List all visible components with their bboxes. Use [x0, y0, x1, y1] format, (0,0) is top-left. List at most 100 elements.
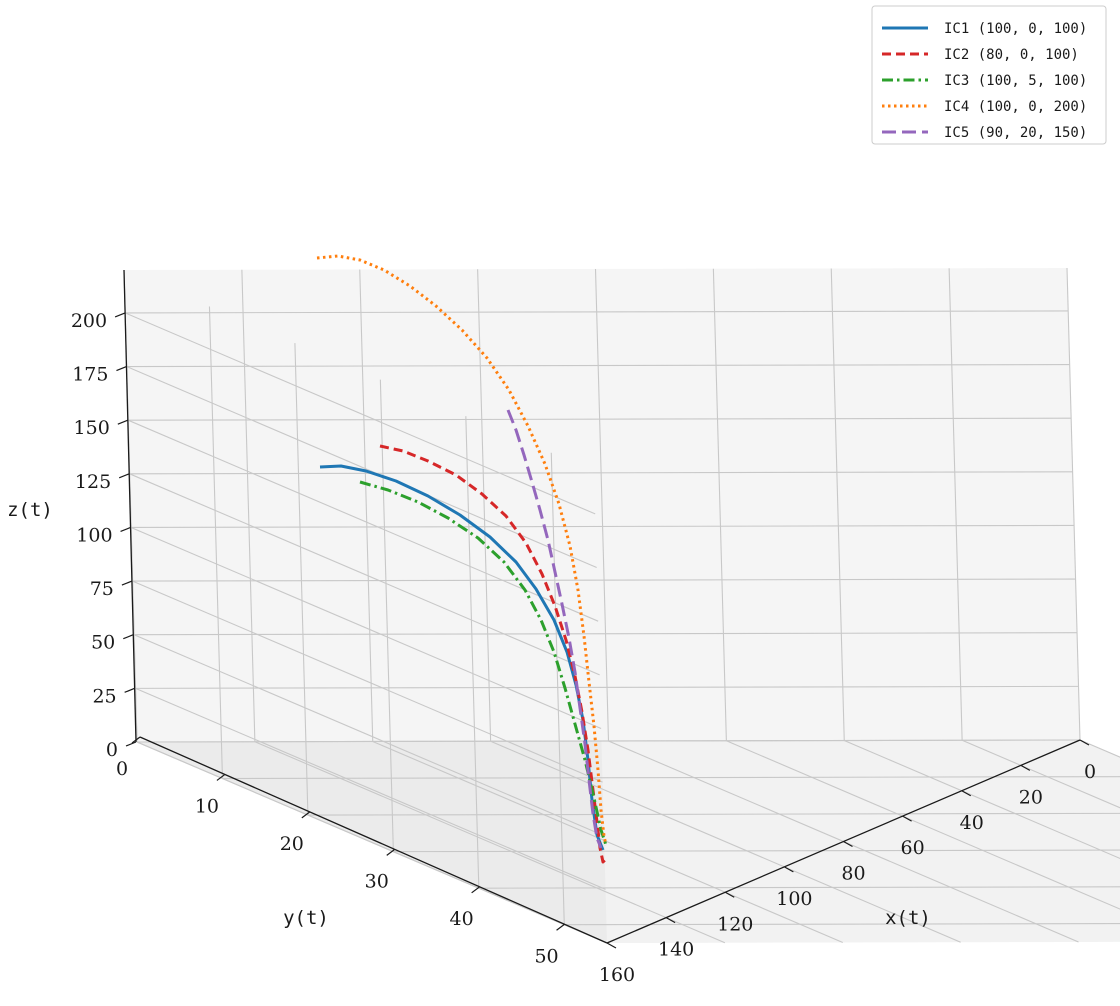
grid-line-x-floor	[490, 740, 961, 943]
x-tick-mark	[1079, 739, 1090, 746]
grid-line-z-ywall	[134, 632, 1078, 636]
z-tick-label: 125	[75, 471, 111, 493]
grid-line-y-floor	[478, 886, 1120, 889]
grid-line-x-floor	[372, 740, 843, 944]
grid-line-z-ywall	[126, 363, 1070, 368]
y-axis-line	[139, 736, 608, 944]
y-tick-label: 0	[116, 758, 128, 780]
y-tick-label: 10	[195, 795, 219, 817]
y-tick-mark	[216, 773, 226, 781]
grid-line-y-floor	[393, 849, 1120, 853]
x-tick-label: 40	[960, 812, 984, 834]
grid-line-z-xwall	[136, 741, 608, 944]
legend-label-ic4: IC4 (100, 0, 200)	[944, 99, 1087, 115]
grid-line-z-xwall	[135, 687, 606, 890]
grid-line-y-wall	[208, 306, 224, 779]
x-tick-label: 0	[1084, 761, 1096, 783]
x-axis-label: x(t)	[885, 907, 931, 929]
x-tick-label: 60	[901, 837, 925, 859]
z-tick-label: 175	[72, 364, 108, 386]
grid-line-z-ywall	[129, 471, 1073, 475]
z-tick-mark	[121, 580, 133, 586]
legend-label-ic5: IC5 (90, 20, 150)	[944, 125, 1087, 141]
grid-line-x-floor	[961, 739, 1120, 809]
grid-line-y-wall	[379, 379, 394, 852]
grid-line-z-ywall	[131, 524, 1075, 529]
z-tick-mark	[116, 365, 127, 372]
grid-line-x-floor	[254, 741, 726, 944]
grid-line-y-floor	[222, 776, 1120, 780]
grid-line-y-wall	[465, 416, 480, 889]
x-tick-label: 100	[776, 888, 812, 910]
grid-line-z-xwall	[127, 419, 599, 622]
series-line-ic4	[316, 254, 608, 846]
grid-line-y-floor	[307, 812, 1120, 816]
grid-line-z-ywall	[125, 310, 1069, 314]
z-tick-label: 200	[71, 310, 107, 332]
x-tick-label: 120	[717, 913, 753, 935]
z-tick-mark	[114, 312, 126, 318]
y-tick-mark	[386, 848, 396, 856]
grid-line-x-floor	[726, 740, 1120, 910]
z-axis-label: z(t)	[7, 499, 53, 521]
series-line-ic2	[379, 444, 609, 864]
z-tick-mark	[124, 687, 135, 693]
grid-line-y-wall	[294, 343, 309, 816]
grid-line-z-xwall	[124, 312, 596, 515]
y-tick-mark	[471, 886, 480, 894]
series-line-ic5	[506, 409, 603, 849]
z-tick-mark	[117, 419, 129, 425]
z-tick-label: 75	[90, 578, 114, 600]
grid-line-x-floor	[844, 739, 1120, 860]
grid-line-x-wall	[712, 268, 727, 741]
z-tick-label: 25	[92, 685, 116, 707]
grid-line-x-wall	[830, 268, 845, 741]
grid-line-z-xwall	[129, 473, 600, 676]
series-lines	[316, 254, 609, 864]
grid-line-z-ywall	[136, 739, 1081, 743]
grid-line-y-floor	[564, 922, 1120, 926]
grid-line-x-wall	[1066, 267, 1081, 741]
y-tick-mark	[301, 811, 311, 819]
z-axis-line	[123, 269, 137, 743]
legend: IC1 (100, 0, 100) IC2 (80, 0, 100) IC3 (10…	[871, 5, 1107, 145]
grid-line-z-ywall	[135, 685, 1079, 689]
grid-line-z-ywall	[132, 578, 1076, 582]
x-tick-mark	[843, 840, 853, 848]
y-tick-mark	[131, 736, 141, 744]
x-tick-mark	[606, 942, 617, 949]
x-tick-label: 80	[841, 863, 865, 885]
grid-line-x-wall	[359, 269, 374, 742]
x-tick-mark	[784, 866, 794, 873]
z-tick-label: 0	[106, 739, 118, 761]
z-tick-mark	[123, 634, 134, 640]
z-tick-label: 150	[74, 417, 110, 439]
x-tick-label: 160	[599, 964, 635, 986]
y-tick-label: 20	[280, 833, 304, 855]
grid-line-x-wall	[241, 269, 256, 742]
legend-label-ic3: IC3 (100, 5, 100)	[944, 73, 1087, 89]
z-tick-label: 100	[76, 524, 112, 546]
grid-line-x-wall	[594, 268, 610, 742]
x-tick-label: 140	[658, 939, 694, 961]
pane-walls	[124, 268, 1120, 943]
z-tick-mark	[125, 741, 137, 747]
tick-labels: 0 25 50 75 100 125 150 175 200 0 10 20 30 40 50 0 20 40 60…	[71, 310, 1096, 986]
z-tick-mark	[120, 526, 131, 533]
y-tick-label: 40	[450, 908, 474, 930]
grid-line-z-xwall	[132, 580, 603, 783]
x-tick-mark	[1020, 764, 1031, 771]
legend-box	[871, 5, 1107, 145]
grid-line-y-wall	[550, 452, 565, 925]
x-tick-mark	[724, 891, 735, 898]
x-tick-mark	[902, 815, 912, 822]
y-tick-label: 30	[365, 870, 389, 892]
grid-line-z-xwall	[130, 526, 602, 729]
grid-line-z-xwall	[133, 634, 605, 837]
y-axis-label: y(t)	[283, 907, 329, 929]
legend-label-ic1: IC1 (100, 0, 100)	[944, 21, 1087, 37]
grid-line-x-wall	[948, 268, 963, 741]
y-tick-mark	[556, 923, 565, 931]
z-tick-label: 50	[91, 632, 115, 654]
